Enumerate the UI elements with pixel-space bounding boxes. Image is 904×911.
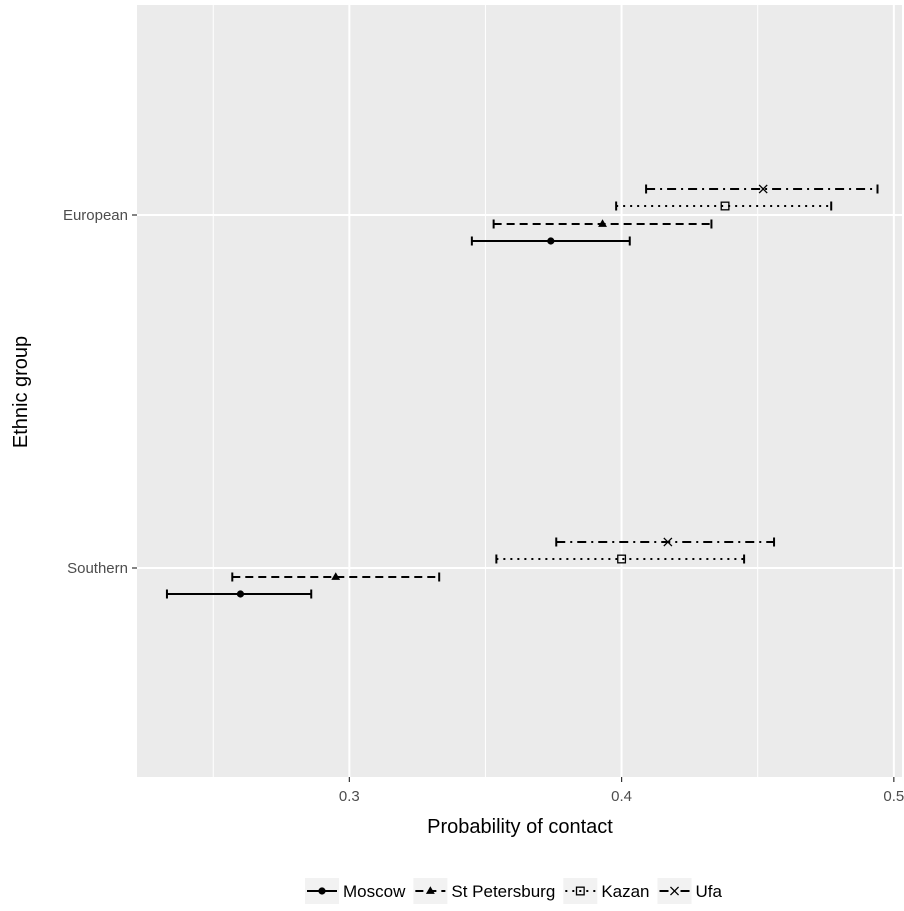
data-point-marker bbox=[758, 184, 768, 194]
legend-label: St Petersburg bbox=[451, 882, 555, 901]
legend-item: St Petersburg bbox=[413, 878, 555, 904]
series-layer bbox=[165, 184, 879, 599]
data-point-marker bbox=[598, 219, 607, 227]
legend: Moscow St Petersburg Kazan Ufa bbox=[305, 878, 723, 904]
axes: 0.3 0.4 0.5 European Southern bbox=[63, 207, 904, 805]
legend-key-marker bbox=[575, 886, 585, 896]
legend-item: Moscow bbox=[305, 878, 406, 904]
data-point-marker bbox=[547, 237, 555, 245]
data-point-marker bbox=[663, 537, 673, 547]
legend-label: Ufa bbox=[696, 882, 723, 901]
legend-label: Kazan bbox=[601, 882, 649, 901]
major-gridlines bbox=[137, 5, 902, 777]
legend-key-marker bbox=[318, 887, 326, 895]
data-point-marker bbox=[236, 590, 245, 598]
data-point-marker bbox=[720, 201, 730, 211]
x-tick-label: 0.4 bbox=[611, 788, 632, 805]
legend-label: Moscow bbox=[343, 882, 406, 901]
data-point-marker bbox=[617, 554, 627, 564]
data-point-marker bbox=[331, 572, 341, 580]
y-tick-label: European bbox=[63, 207, 128, 224]
series-moscow bbox=[165, 236, 631, 599]
series-kazan bbox=[495, 201, 833, 564]
minor-gridlines bbox=[212, 5, 759, 777]
legend-key-marker bbox=[670, 886, 680, 896]
legend-item: Ufa bbox=[657, 878, 723, 904]
legend-key-marker bbox=[425, 886, 435, 894]
series-st-petersburg bbox=[231, 219, 713, 582]
y-axis-title: Ethnic group bbox=[10, 336, 32, 448]
plot-panel bbox=[137, 5, 902, 777]
x-tick-label: 0.3 bbox=[339, 788, 360, 805]
series-ufa bbox=[555, 184, 879, 547]
x-tick-label: 0.5 bbox=[883, 788, 904, 805]
legend-item: Kazan bbox=[563, 878, 650, 904]
y-tick-label: Southern bbox=[67, 560, 128, 577]
x-axis-title: Probability of contact bbox=[427, 816, 613, 838]
